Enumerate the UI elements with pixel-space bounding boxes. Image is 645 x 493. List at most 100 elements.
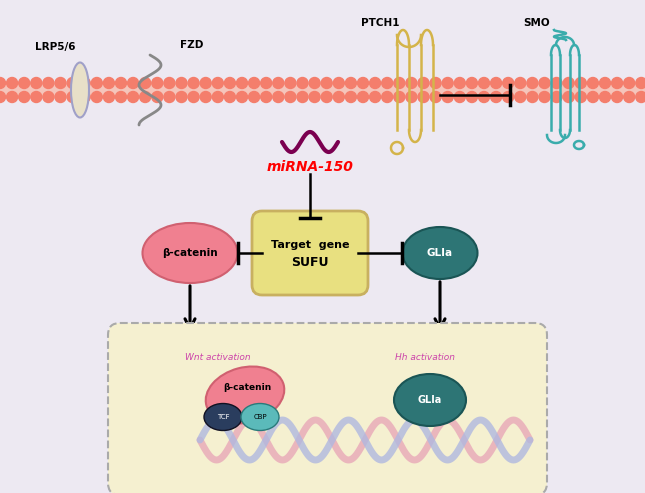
Circle shape: [466, 77, 477, 89]
Circle shape: [237, 77, 248, 89]
Circle shape: [563, 77, 574, 89]
Circle shape: [224, 77, 235, 89]
Text: GLIa: GLIa: [427, 248, 453, 258]
Circle shape: [188, 77, 199, 89]
Circle shape: [273, 77, 284, 89]
Circle shape: [575, 92, 586, 103]
Circle shape: [140, 77, 151, 89]
FancyBboxPatch shape: [108, 323, 547, 493]
Circle shape: [19, 92, 30, 103]
Circle shape: [515, 77, 526, 89]
Circle shape: [551, 92, 562, 103]
Circle shape: [491, 77, 502, 89]
Text: SUFU: SUFU: [292, 256, 329, 270]
Circle shape: [563, 92, 574, 103]
Circle shape: [79, 77, 90, 89]
Circle shape: [357, 92, 368, 103]
Circle shape: [418, 77, 429, 89]
Circle shape: [624, 92, 635, 103]
Circle shape: [103, 77, 114, 89]
Circle shape: [321, 92, 332, 103]
Circle shape: [115, 77, 126, 89]
Circle shape: [515, 92, 526, 103]
Text: TCF: TCF: [217, 414, 230, 420]
Circle shape: [588, 77, 599, 89]
Circle shape: [152, 77, 163, 89]
Circle shape: [599, 77, 611, 89]
Circle shape: [636, 92, 645, 103]
Circle shape: [176, 77, 187, 89]
Circle shape: [454, 77, 465, 89]
Circle shape: [273, 92, 284, 103]
Circle shape: [611, 92, 622, 103]
Circle shape: [321, 77, 332, 89]
Bar: [0, 83, 645, 97]
Text: PTCH1: PTCH1: [361, 18, 399, 28]
Text: CBP: CBP: [253, 414, 267, 420]
Circle shape: [599, 92, 611, 103]
Circle shape: [430, 92, 441, 103]
Ellipse shape: [71, 63, 89, 117]
Circle shape: [297, 92, 308, 103]
Circle shape: [442, 77, 453, 89]
Circle shape: [92, 77, 103, 89]
Circle shape: [79, 92, 90, 103]
Circle shape: [67, 77, 78, 89]
Circle shape: [309, 92, 320, 103]
Circle shape: [454, 92, 465, 103]
Circle shape: [128, 92, 139, 103]
Ellipse shape: [394, 374, 466, 426]
Circle shape: [382, 77, 393, 89]
Circle shape: [212, 92, 223, 103]
Circle shape: [248, 77, 259, 89]
Circle shape: [382, 92, 393, 103]
Circle shape: [636, 77, 645, 89]
Text: Hh activation: Hh activation: [395, 352, 455, 361]
Circle shape: [115, 92, 126, 103]
Ellipse shape: [402, 227, 477, 279]
Circle shape: [502, 77, 513, 89]
Text: miRNA-150: miRNA-150: [266, 160, 353, 174]
Circle shape: [357, 77, 368, 89]
Circle shape: [103, 92, 114, 103]
Circle shape: [333, 77, 344, 89]
Circle shape: [43, 92, 54, 103]
Circle shape: [164, 77, 175, 89]
Circle shape: [164, 92, 175, 103]
Circle shape: [237, 92, 248, 103]
Circle shape: [6, 92, 17, 103]
Circle shape: [224, 92, 235, 103]
Circle shape: [309, 77, 320, 89]
Circle shape: [466, 92, 477, 103]
Circle shape: [346, 77, 357, 89]
Circle shape: [297, 77, 308, 89]
Ellipse shape: [241, 403, 279, 430]
Circle shape: [394, 77, 405, 89]
Circle shape: [0, 92, 6, 103]
Circle shape: [188, 92, 199, 103]
Circle shape: [0, 77, 6, 89]
Circle shape: [418, 92, 429, 103]
Circle shape: [31, 92, 42, 103]
Circle shape: [128, 77, 139, 89]
Text: β-catenin: β-catenin: [162, 248, 218, 258]
Circle shape: [479, 92, 490, 103]
Circle shape: [261, 77, 272, 89]
Circle shape: [19, 77, 30, 89]
Circle shape: [491, 92, 502, 103]
Circle shape: [92, 92, 103, 103]
Circle shape: [212, 77, 223, 89]
Circle shape: [31, 77, 42, 89]
Circle shape: [43, 77, 54, 89]
Text: Target  gene: Target gene: [271, 240, 349, 250]
Circle shape: [285, 92, 296, 103]
Circle shape: [346, 92, 357, 103]
Circle shape: [200, 92, 211, 103]
Text: SMO: SMO: [524, 18, 550, 28]
Circle shape: [406, 92, 417, 103]
Text: Wnt activation: Wnt activation: [185, 352, 251, 361]
Circle shape: [55, 92, 66, 103]
Ellipse shape: [143, 223, 237, 283]
Text: β-catenin: β-catenin: [223, 383, 271, 391]
Circle shape: [333, 92, 344, 103]
